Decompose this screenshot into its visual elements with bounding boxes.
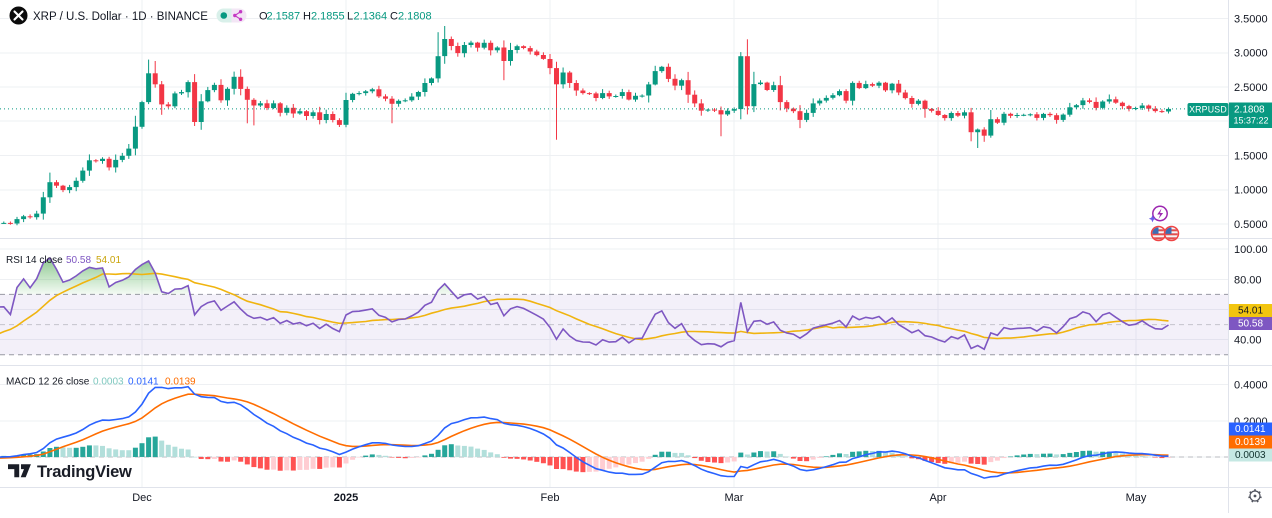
svg-text:Mar: Mar (725, 492, 744, 504)
svg-text:0.4000: 0.4000 (1234, 380, 1268, 392)
svg-text:100.00: 100.00 (1234, 244, 1268, 256)
svg-text:0.0141: 0.0141 (128, 377, 159, 388)
svg-text:0.0003: 0.0003 (1235, 450, 1266, 461)
svg-text:0.0139: 0.0139 (165, 377, 196, 388)
svg-text:0.5000: 0.5000 (1234, 219, 1268, 231)
svg-text:TradingView: TradingView (37, 463, 132, 481)
svg-text:2.1587: 2.1587 (267, 11, 301, 23)
svg-text:L: L (347, 11, 353, 23)
svg-text:2.1364: 2.1364 (354, 11, 388, 23)
svg-text:Dec: Dec (132, 492, 152, 504)
svg-text:50.58: 50.58 (66, 255, 91, 266)
svg-text:40.00: 40.00 (1234, 335, 1262, 347)
svg-text:2025: 2025 (334, 492, 358, 504)
svg-text:54.01: 54.01 (1238, 306, 1263, 317)
svg-text:2.5000: 2.5000 (1234, 82, 1268, 94)
svg-text:50.58: 50.58 (1238, 319, 1263, 330)
svg-text:2.1855: 2.1855 (311, 11, 345, 23)
svg-text:RSI 14 close: RSI 14 close (6, 255, 63, 266)
svg-text:1.5000: 1.5000 (1234, 151, 1268, 163)
svg-text:May: May (1126, 492, 1147, 504)
svg-text:2.1808: 2.1808 (398, 11, 432, 23)
svg-text:3.5000: 3.5000 (1234, 14, 1268, 26)
svg-text:XRP / U.S. Dollar · 1D · BINAN: XRP / U.S. Dollar · 1D · BINANCE (33, 11, 208, 23)
svg-text:C: C (390, 11, 398, 23)
svg-text:2.1808: 2.1808 (1234, 105, 1265, 116)
svg-text:Apr: Apr (929, 492, 946, 504)
svg-text:0.0003: 0.0003 (93, 377, 124, 388)
svg-text:H: H (303, 11, 311, 23)
svg-text:Feb: Feb (541, 492, 560, 504)
svg-text:54.01: 54.01 (96, 255, 121, 266)
svg-text:0.0139: 0.0139 (1235, 437, 1266, 448)
svg-text:0.0141: 0.0141 (1235, 424, 1266, 435)
svg-text:3.0000: 3.0000 (1234, 48, 1268, 60)
svg-text:1.0000: 1.0000 (1234, 185, 1268, 197)
svg-text:80.00: 80.00 (1234, 274, 1262, 286)
svg-text:15:37:22: 15:37:22 (1234, 116, 1269, 126)
svg-text:MACD 12 26 close: MACD 12 26 close (6, 377, 90, 388)
svg-text:XRPUSD: XRPUSD (1189, 105, 1227, 115)
